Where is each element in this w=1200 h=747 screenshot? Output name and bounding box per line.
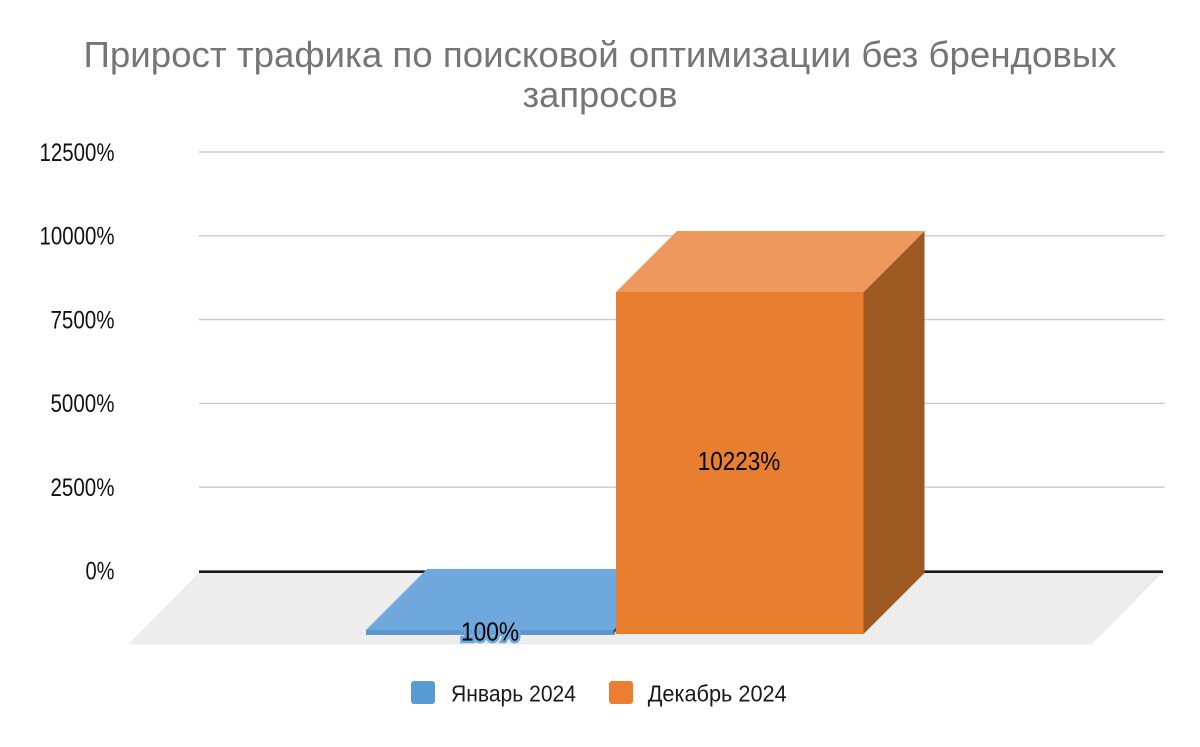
svg-text:5000%: 5000% <box>51 390 115 418</box>
svg-text:100%: 100% <box>461 616 519 646</box>
svg-text:0%: 0% <box>86 558 115 586</box>
svg-text:12500%: 12500% <box>40 139 115 167</box>
svg-text:10000%: 10000% <box>40 223 115 251</box>
svg-text:10223%: 10223% <box>698 448 781 476</box>
svg-text:Январь 2024: Январь 2024 <box>451 681 576 707</box>
svg-text:Декабрь 2024: Декабрь 2024 <box>648 681 787 707</box>
svg-text:Прирост трафика по поисковой о: Прирост трафика по поисковой оптимизации… <box>84 34 1117 75</box>
svg-text:7500%: 7500% <box>51 306 115 334</box>
svg-text:запросов: запросов <box>523 74 678 115</box>
svg-text:2500%: 2500% <box>51 474 115 502</box>
